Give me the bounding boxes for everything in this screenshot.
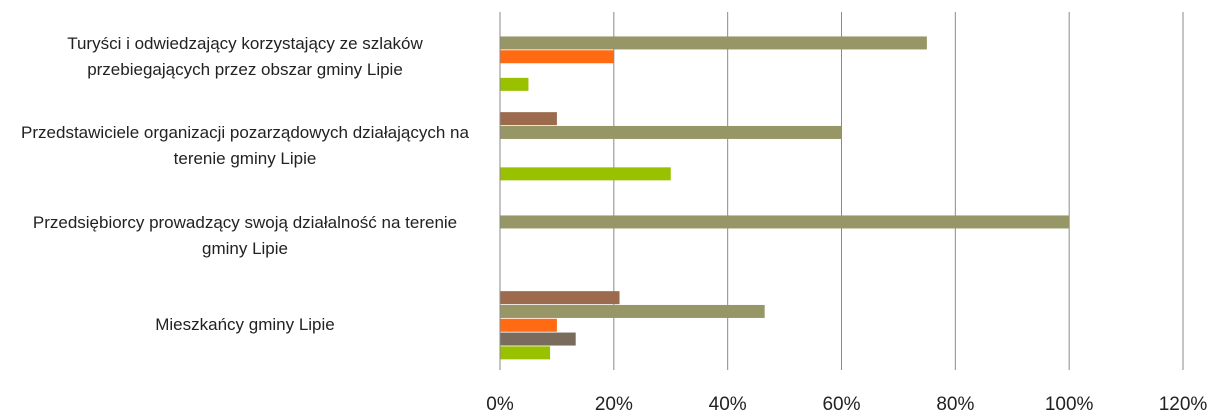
bar <box>500 50 614 64</box>
bar <box>500 125 842 139</box>
x-tick-label: 40% <box>709 394 747 415</box>
category-label: Mieszkańcy gminy Lipie <box>155 315 335 335</box>
bar <box>500 215 1070 229</box>
x-tick-label: 80% <box>936 394 974 415</box>
x-tick-label: 20% <box>595 394 633 415</box>
category-label: Przedstawiciele organizacji pozarządowyc… <box>21 123 469 169</box>
x-tick-label: 0% <box>486 394 514 415</box>
x-tick-label: 60% <box>822 394 860 415</box>
x-tick-label: 120% <box>1159 394 1208 415</box>
bar <box>500 318 557 332</box>
bar <box>500 167 671 181</box>
category-label: Przedsiębiorcy prowadzący swoją działaln… <box>32 212 458 258</box>
bar <box>500 332 576 346</box>
bar <box>500 346 551 360</box>
bar <box>500 77 529 91</box>
bar <box>500 36 927 50</box>
category-label: Turyści i odwiedzający korzystający ze s… <box>67 33 423 79</box>
x-tick-label: 100% <box>1045 394 1094 415</box>
bar <box>500 291 620 305</box>
bar <box>500 304 765 318</box>
bar <box>500 112 557 126</box>
